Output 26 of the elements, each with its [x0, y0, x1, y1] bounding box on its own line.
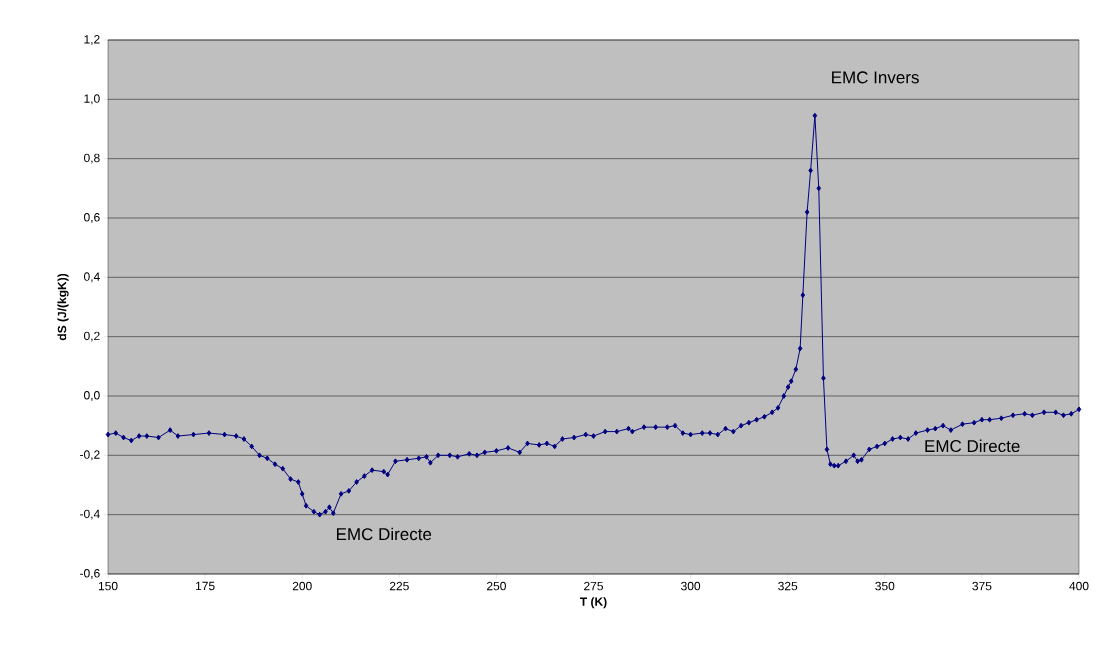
y-tick-label: -0,2 — [80, 450, 100, 461]
y-tick-label: 0,2 — [84, 331, 100, 342]
y-axis-title: dS (J/(kgK)) — [57, 273, 69, 341]
annotation: EMC Invers — [832, 71, 919, 84]
x-tick-label: 250 — [486, 581, 506, 591]
y-tick-label: 0,4 — [84, 272, 100, 283]
x-axis-title: T (K) — [579, 597, 607, 609]
y-tick-label: 1,0 — [84, 94, 100, 105]
x-tick-label: 225 — [389, 581, 409, 591]
y-tick-label: 0,8 — [84, 153, 100, 164]
x-tick-label: 300 — [681, 581, 701, 591]
y-tick-label: -0,6 — [80, 569, 100, 579]
annotation: EMC Directe — [336, 527, 432, 541]
x-tick-label: 275 — [584, 581, 603, 591]
x-tick-label: 325 — [778, 581, 798, 591]
x-tick-label: 200 — [292, 581, 312, 591]
y-tick-label: 0,6 — [84, 213, 100, 223]
x-tick-label: 150 — [98, 581, 118, 591]
y-tick-label: 1,2 — [84, 35, 100, 45]
y-tick-label: -0,4 — [80, 509, 100, 520]
x-tick-label: 350 — [875, 581, 895, 591]
annotation: EMC Directe — [925, 439, 1020, 453]
x-tick-label: 175 — [196, 581, 215, 591]
x-tick-label: 375 — [972, 581, 992, 591]
x-tick-label: 400 — [1069, 581, 1089, 591]
y-tick-label: 0,0 — [84, 391, 100, 401]
